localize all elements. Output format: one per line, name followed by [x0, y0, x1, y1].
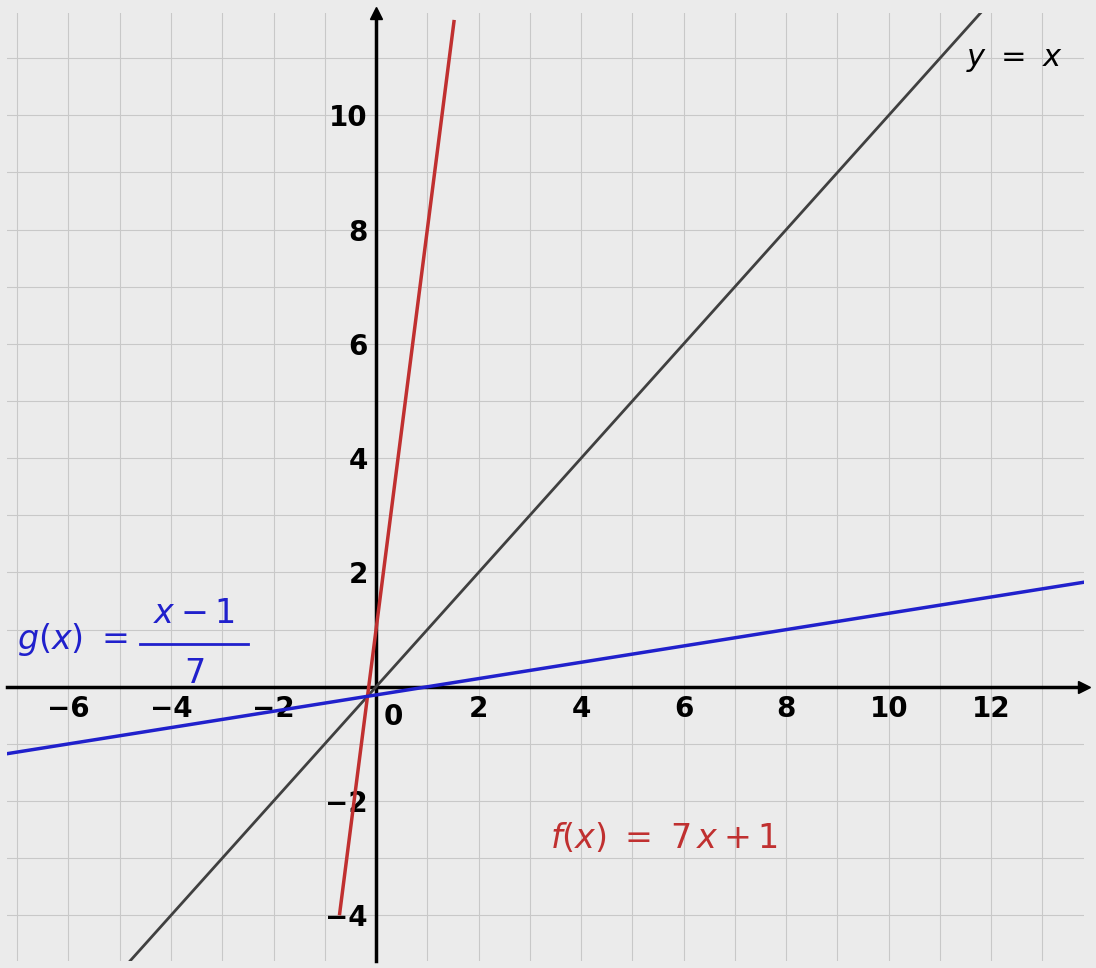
Text: $7$: $7$ — [184, 657, 204, 689]
Text: $g(x)\ =\ $: $g(x)\ =\ $ — [18, 621, 128, 658]
Text: $f(x)\ =\ 7\,x + 1$: $f(x)\ =\ 7\,x + 1$ — [550, 821, 778, 855]
Text: $y\ =\ x$: $y\ =\ x$ — [966, 43, 1062, 74]
Text: 0: 0 — [384, 703, 403, 731]
Text: $x - 1$: $x - 1$ — [153, 598, 235, 630]
